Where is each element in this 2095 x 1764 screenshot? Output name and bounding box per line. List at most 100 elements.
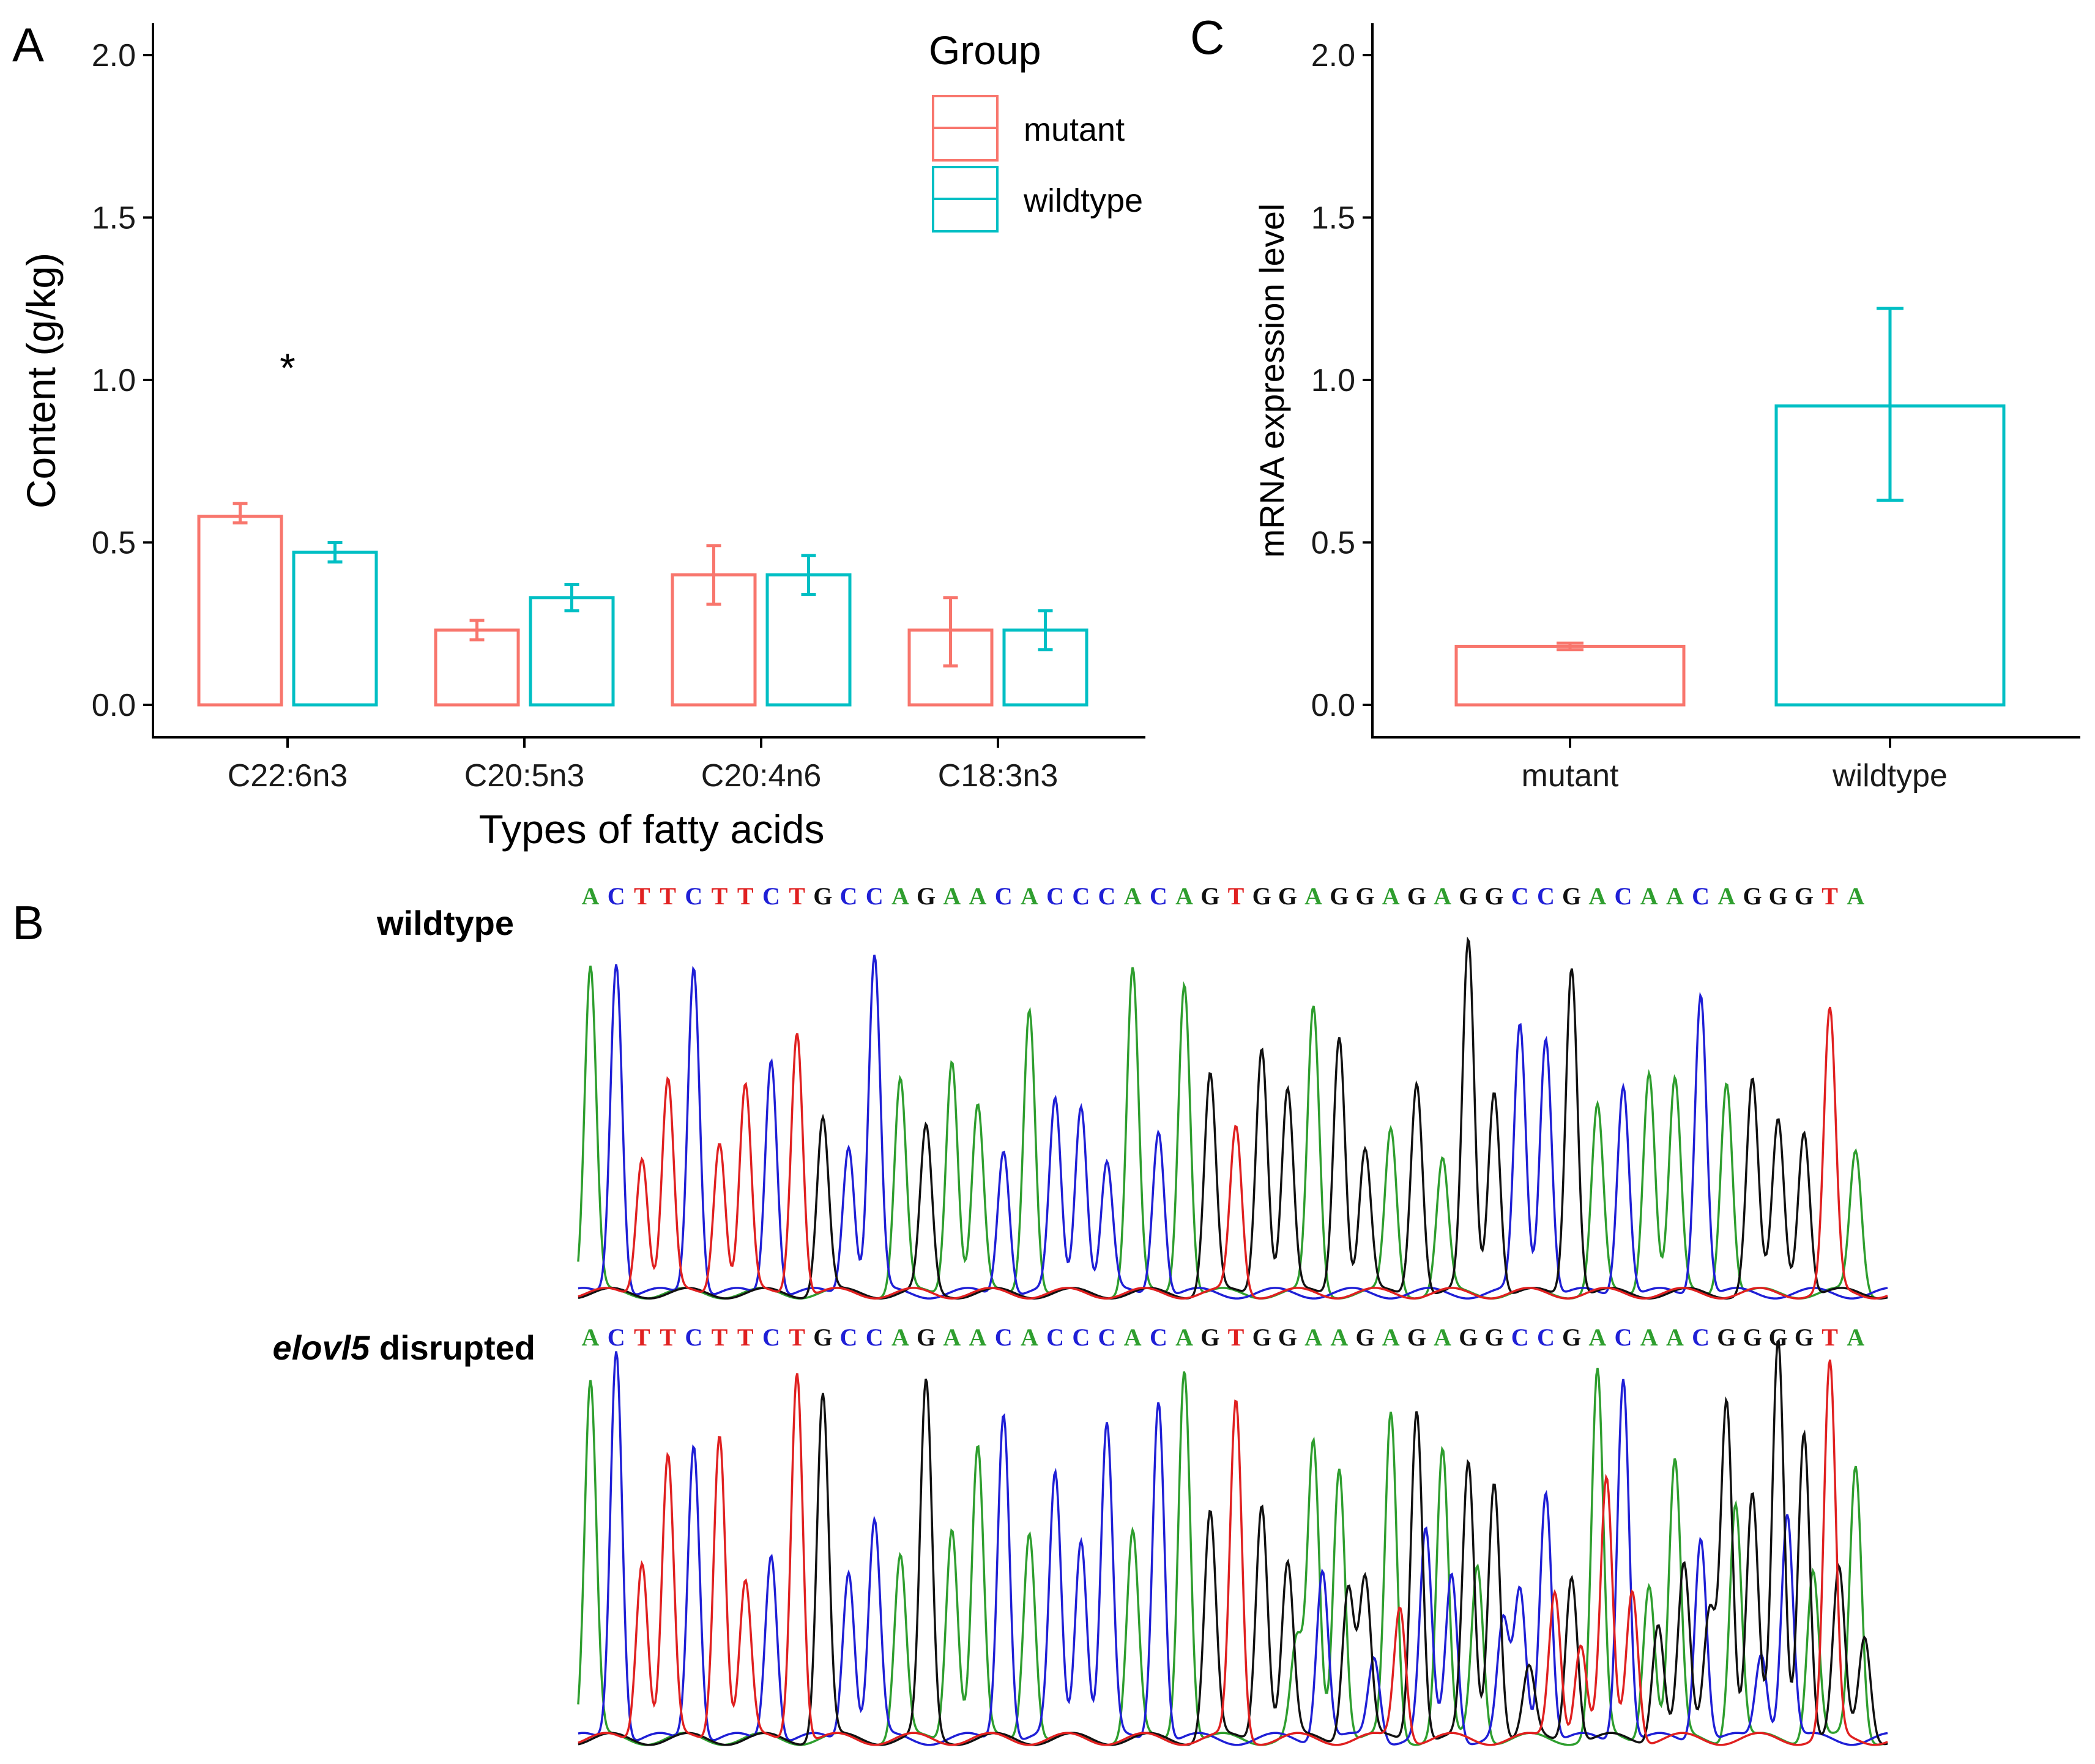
panel-a-y-tick-label: 0.5 xyxy=(92,526,136,561)
panel-a-bar-chart: 0.0 0.5 1.0 1.5 2.0 C22:6n3 C20:5n3 C20:4n6 C18… xyxy=(18,23,1145,852)
mutant-base: T xyxy=(737,1323,754,1351)
wildtype-base: G xyxy=(1355,882,1374,910)
mutant-base: G xyxy=(917,1323,936,1351)
wildtype-base: G xyxy=(1562,882,1581,910)
mutant-base: T xyxy=(1228,1323,1245,1351)
wildtype-base: A xyxy=(891,882,909,910)
wildtype-base: A xyxy=(582,882,600,910)
panel-c-x-tick-label: wildtype xyxy=(1832,758,1948,794)
mutant-track-label: elovl5 disrupted xyxy=(273,1328,535,1367)
wildtype-base: A xyxy=(1666,882,1684,910)
wildtype-trace-T xyxy=(578,1007,1888,1300)
mutant-base: C xyxy=(995,1323,1013,1351)
mutant-base: C xyxy=(1511,1323,1529,1351)
mutant-base: C xyxy=(1098,1323,1116,1351)
mutant-base: C xyxy=(866,1323,884,1351)
wildtype-base: C xyxy=(840,882,858,910)
wildtype-base: C xyxy=(608,882,625,910)
wildtype-base: G xyxy=(1200,882,1219,910)
mutant-chromatogram xyxy=(577,1338,1888,1746)
mutant-base: A xyxy=(943,1323,961,1351)
mutant-base: G xyxy=(1407,1323,1426,1351)
mutant-base: A xyxy=(582,1323,600,1351)
mutant-base: C xyxy=(1046,1323,1064,1351)
legend-label-mutant: mutant xyxy=(1024,111,1125,148)
mutant-trace-G xyxy=(578,1338,1888,1746)
wildtype-base: C xyxy=(1150,882,1167,910)
panel-a-x-ticks: C22:6n3 C20:5n3 C20:4n6 C18:3n3 xyxy=(228,737,1058,794)
wildtype-base: A xyxy=(1640,882,1658,910)
wildtype-trace-A xyxy=(577,966,1888,1300)
bar-wildtype-C20:5n3 xyxy=(529,596,615,707)
panel-c-bars xyxy=(1454,307,2006,707)
wildtype-base: G xyxy=(1769,882,1788,910)
mutant-base: C xyxy=(1537,1323,1555,1351)
panel-c-letter: C xyxy=(1190,10,1224,64)
wildtype-base: C xyxy=(1098,882,1116,910)
mutant-label-suffix: disrupted xyxy=(370,1328,535,1367)
panel-b-letter: B xyxy=(12,896,44,950)
panel-c-y-tick-label: 0.5 xyxy=(1311,526,1355,561)
wildtype-base: A xyxy=(1021,882,1038,910)
panel-a-y-tick-label: 1.0 xyxy=(92,363,136,398)
wildtype-base: G xyxy=(1743,882,1762,910)
wildtype-base: T xyxy=(1821,882,1838,910)
mutant-base: A xyxy=(1124,1323,1142,1351)
wildtype-base: G xyxy=(1407,882,1426,910)
panel-a-letter: A xyxy=(12,18,44,72)
panel-a-y-tick-label: 2.0 xyxy=(92,38,136,73)
wildtype-base: A xyxy=(1717,882,1735,910)
panel-c-y-tick-label: 1.0 xyxy=(1311,363,1355,398)
mutant-base: T xyxy=(789,1323,805,1351)
wildtype-base: A xyxy=(1175,882,1193,910)
wildtype-base: A xyxy=(1434,882,1451,910)
panel-a-y-ticks: 0.0 0.5 1.0 1.5 2.0 xyxy=(92,38,153,723)
wildtype-trace-C xyxy=(578,955,1888,1300)
wildtype-base: G xyxy=(1252,882,1271,910)
wildtype-base: T xyxy=(737,882,754,910)
panel-a-y-axis-title: Content (g/kg) xyxy=(18,253,64,508)
panel-c-y-ticks: 0.0 0.5 1.0 1.5 2.0 xyxy=(1311,38,1372,723)
mutant-base: A xyxy=(1021,1323,1038,1351)
mutant-base: C xyxy=(1615,1323,1632,1351)
mutant-base: C xyxy=(685,1323,702,1351)
mutant-base: G xyxy=(1743,1323,1762,1351)
legend-title: Group xyxy=(929,28,1041,73)
wildtype-base: C xyxy=(866,882,884,910)
wildtype-base: C xyxy=(762,882,780,910)
wildtype-base: C xyxy=(685,882,702,910)
mutant-base: C xyxy=(840,1323,858,1351)
significance-asterisk: * xyxy=(280,345,296,390)
mutant-base: A xyxy=(1434,1323,1451,1351)
wildtype-base: G xyxy=(1459,882,1478,910)
mutant-base: C xyxy=(762,1323,780,1351)
panel-c-y-axis-title: mRNA expression level xyxy=(1252,204,1291,558)
wildtype-base: C xyxy=(1046,882,1064,910)
wildtype-base: G xyxy=(813,882,832,910)
wildtype-base: C xyxy=(1537,882,1555,910)
mutant-base: A xyxy=(891,1323,909,1351)
mutant-base: A xyxy=(1175,1323,1193,1351)
panel-c-y-tick-label: 1.5 xyxy=(1311,201,1355,236)
mutant-base: G xyxy=(1459,1323,1478,1351)
wildtype-base: T xyxy=(712,882,728,910)
mutant-base: T xyxy=(712,1323,728,1351)
wildtype-base: G xyxy=(1484,882,1503,910)
wildtype-base: G xyxy=(1330,882,1349,910)
wildtype-base: C xyxy=(1615,882,1632,910)
mutant-base: C xyxy=(1072,1323,1090,1351)
panel-a-y-tick-label: 0.0 xyxy=(92,688,136,723)
mutant-base: A xyxy=(1382,1323,1400,1351)
mutant-base: G xyxy=(813,1323,832,1351)
mutant-base: C xyxy=(1150,1323,1167,1351)
panel-a-y-tick-label: 1.5 xyxy=(92,201,136,236)
mutant-base: G xyxy=(1484,1323,1503,1351)
mutant-gene-name: elovl5 xyxy=(273,1328,371,1367)
panel-c-bar-chart: 0.0 0.5 1.0 1.5 2.0 mutant wildtype mRNA expr… xyxy=(1252,23,2080,794)
wildtype-base: C xyxy=(995,882,1013,910)
mutant-base: C xyxy=(608,1323,625,1351)
mutant-base: T xyxy=(634,1323,650,1351)
wildtype-track-label: wildtype xyxy=(376,904,514,942)
